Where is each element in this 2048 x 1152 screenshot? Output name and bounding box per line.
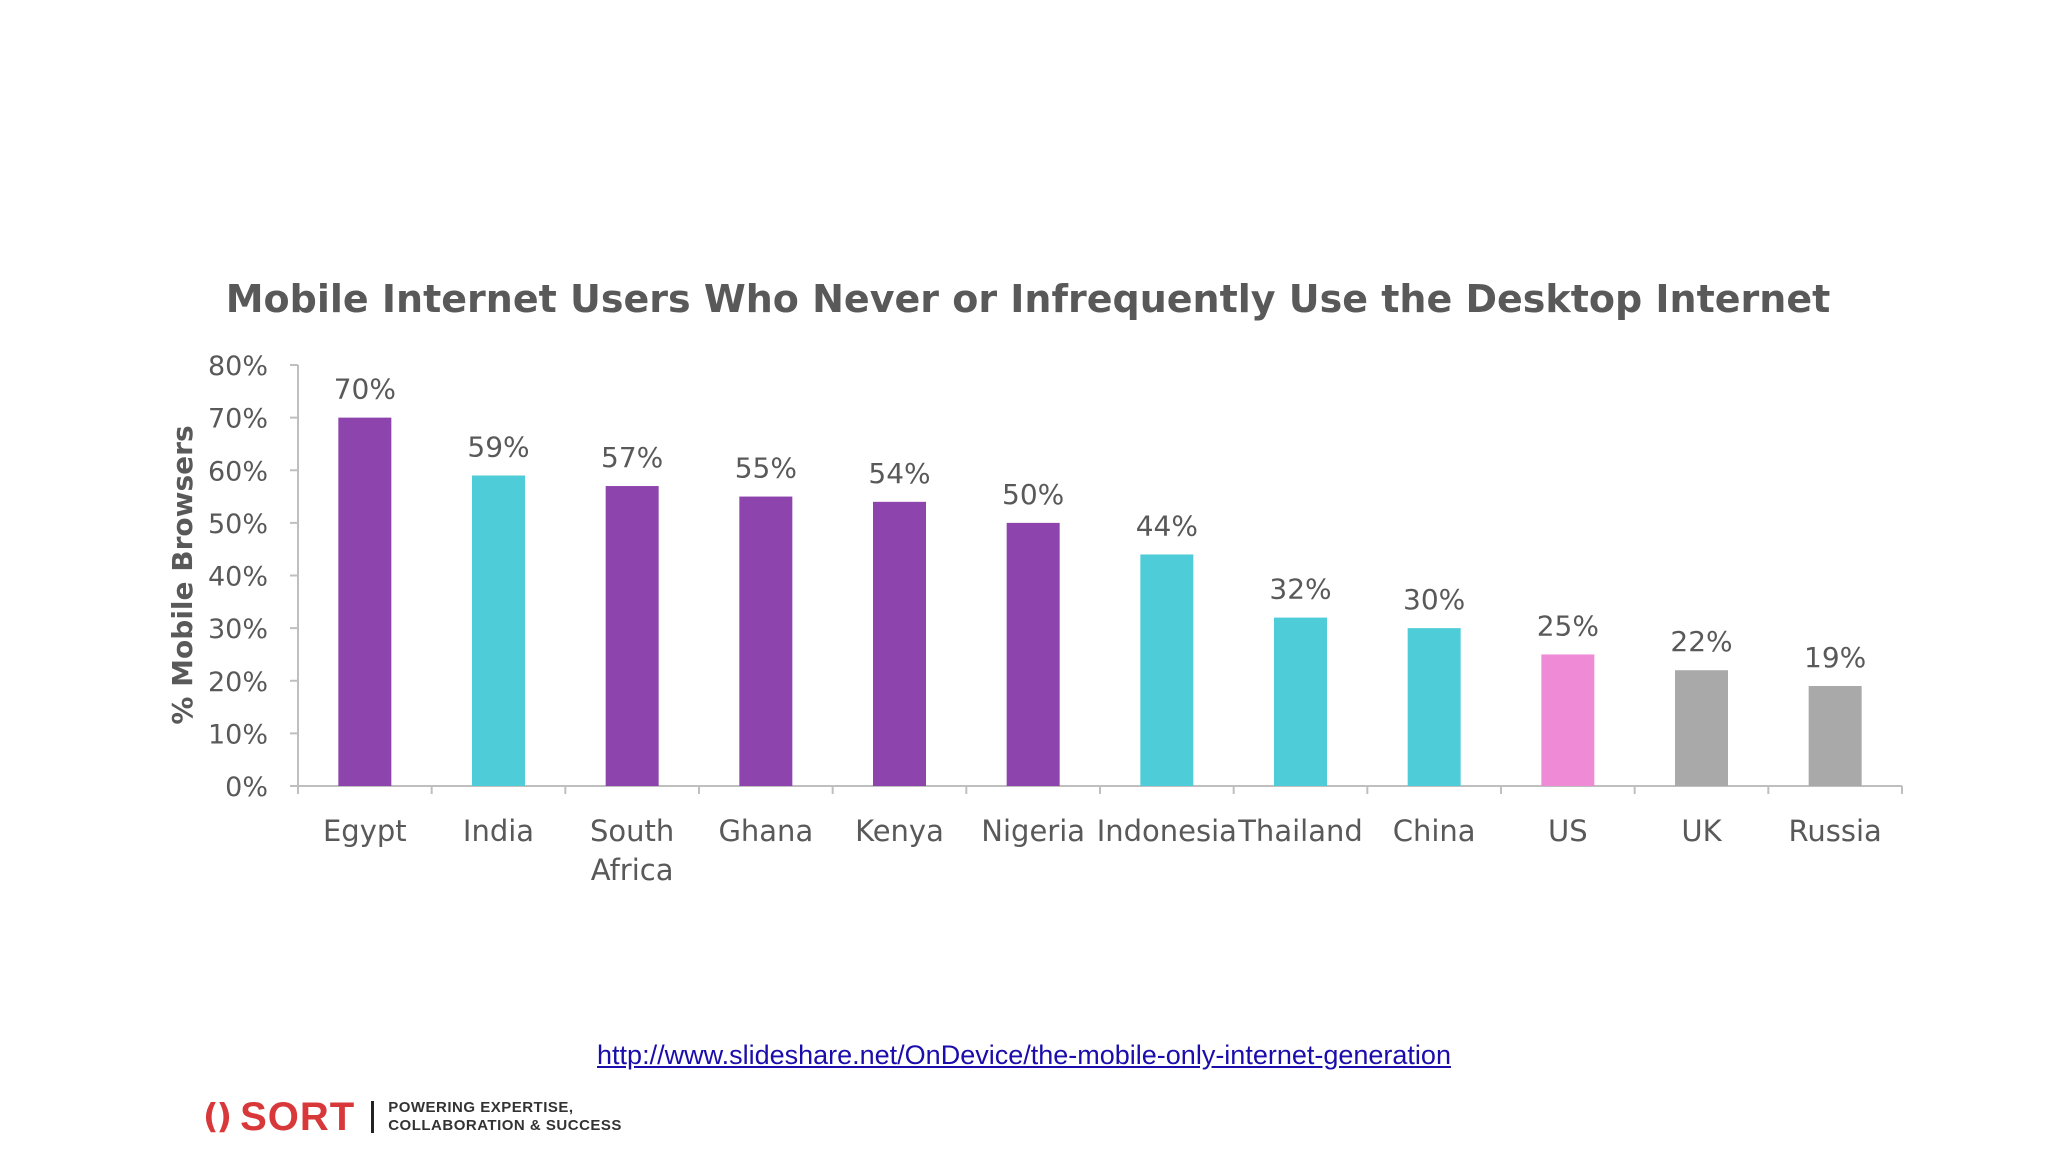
bar [1675,670,1728,786]
y-tick-label: 60% [208,456,268,487]
bar [1006,522,1060,786]
bars [338,417,1862,786]
bar [873,501,926,786]
y-tick-label: 50% [208,509,268,540]
bar [1274,617,1327,786]
data-label: 44% [1136,509,1198,542]
data-label: 30% [1403,583,1465,616]
x-axis [297,785,1903,794]
logo-mark: () [203,1097,232,1137]
data-label: 22% [1670,625,1732,658]
bar [1407,628,1461,786]
y-tick-label: 10% [208,719,268,750]
data-label: 59% [467,431,529,464]
logo-tagline: POWERING EXPERTISE, COLLABORATION & SUCC… [388,1099,622,1135]
category-label: Thailand [1237,814,1363,848]
logo-divider [371,1101,375,1133]
category-label: Kenya [855,814,944,848]
chart-title: Mobile Internet Users Who Never or Infre… [226,277,1831,321]
bar [739,496,793,786]
data-label: 19% [1804,641,1866,674]
bar [338,417,392,786]
category-label: India [463,814,534,848]
category-label: UK [1681,814,1722,848]
bar [472,475,525,786]
data-label: 55% [735,452,797,485]
bar [1140,554,1194,786]
bar [1541,654,1595,786]
sort-logo: () SORT POWERING EXPERTISE, COLLABORATIO… [203,1095,622,1139]
logo-word: SORT [240,1094,356,1139]
y-tick-label: 70% [208,404,268,435]
category-label: US [1548,814,1588,848]
y-tick-label: 80% [208,351,268,382]
data-label: 54% [868,457,930,490]
data-label: 57% [601,441,663,474]
data-label: 25% [1537,609,1599,642]
y-tick-label: 20% [208,667,268,698]
data-label: 70% [334,373,396,406]
tagline-line-2: COLLABORATION & SUCCESS [388,1117,622,1134]
data-label: 32% [1269,573,1331,606]
category-label: Nigeria [981,814,1085,848]
bar [1808,686,1862,786]
data-label: 50% [1002,478,1064,511]
category-label: Egypt [323,814,407,848]
y-axis: 0% 10% 20% 30% 40% 50% 60% 70% 80% [208,351,299,803]
category-labels: Egypt India South Africa Ghana Kenya Nigeria In… [323,814,1882,887]
tagline-line-1: POWERING EXPERTISE, [388,1099,574,1116]
y-tick-label: 0% [225,772,268,803]
category-label: South Africa [590,814,674,887]
chart: Mobile Internet Users Who Never or Infre… [166,277,1903,887]
source-link[interactable]: http://www.slideshare.net/OnDevice/the-m… [597,1040,1451,1070]
data-labels: 70% 59% 57% 55% 54% 50% 44% 32% 30% 25% 22% 19% [334,373,1867,674]
category-label: China [1393,814,1476,848]
y-tick-label: 30% [208,614,268,645]
y-tick-label: 40% [208,562,268,593]
category-label: Ghana [718,814,813,848]
category-label: Russia [1789,814,1882,848]
y-axis-label: % Mobile Browsers [166,425,199,724]
bar [605,486,659,786]
category-label: Indonesia [1097,814,1237,848]
